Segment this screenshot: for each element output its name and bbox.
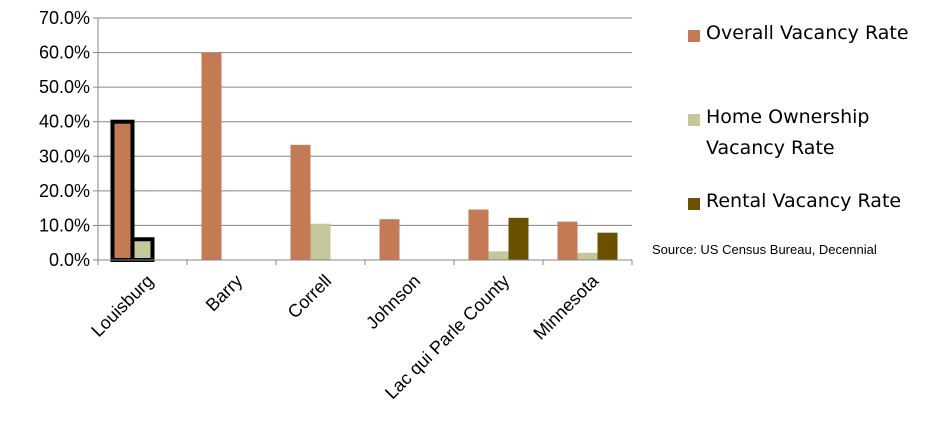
bar: [130, 237, 155, 262]
legend-item-rental: Rental Vacancy Rate: [688, 190, 901, 217]
bar: [488, 251, 509, 260]
gridlines: [98, 17, 632, 226]
bar: [310, 223, 331, 260]
x-tick-label: Johnson: [362, 271, 424, 333]
x-tick-label: Correll: [284, 271, 336, 323]
legend-label-overall: Overall Vacancy Rate: [706, 22, 909, 44]
bar: [557, 221, 578, 260]
y-tick-label: 10.0%: [39, 215, 90, 235]
x-tick-label: Minnesota: [529, 270, 603, 344]
legend-swatch-home-ownership: [688, 114, 700, 126]
bar: [290, 144, 311, 260]
bar: [468, 209, 489, 260]
source-note: Source: US Census Bureau, Decennial: [652, 242, 877, 257]
legend-swatch-overall: [688, 30, 700, 42]
y-tick-label: 0.0%: [49, 250, 90, 270]
y-tick-label: 40.0%: [39, 112, 90, 132]
y-tick-label: 70.0%: [39, 8, 90, 28]
axes: [93, 17, 633, 265]
bar: [577, 252, 598, 260]
bar: [597, 232, 618, 260]
bar: [379, 219, 400, 260]
legend-item-overall: Overall Vacancy Rate: [688, 22, 909, 49]
legend-label-home-ownership: Home Ownership Vacancy Rate: [706, 102, 869, 164]
bar: [201, 52, 222, 261]
legend-swatch-rental: [688, 198, 700, 210]
bar: [508, 217, 529, 260]
legend-label-rental: Rental Vacancy Rate: [706, 190, 902, 212]
legend-item-home-ownership: Home Ownership Vacancy Rate: [688, 106, 869, 164]
legend-label-home-ownership-line2: Vacancy Rate: [706, 137, 835, 159]
y-tick-label: 60.0%: [39, 43, 90, 63]
y-tick-label: 30.0%: [39, 146, 90, 166]
x-tick-label: Barry: [202, 271, 247, 316]
bars: [110, 52, 618, 263]
legend-label-home-ownership-line1: Home Ownership: [706, 106, 870, 128]
bar: [110, 119, 135, 263]
y-tick-label: 50.0%: [39, 77, 90, 97]
y-tick-label: 20.0%: [39, 181, 90, 201]
x-tick-label: Louisburg: [87, 271, 157, 341]
